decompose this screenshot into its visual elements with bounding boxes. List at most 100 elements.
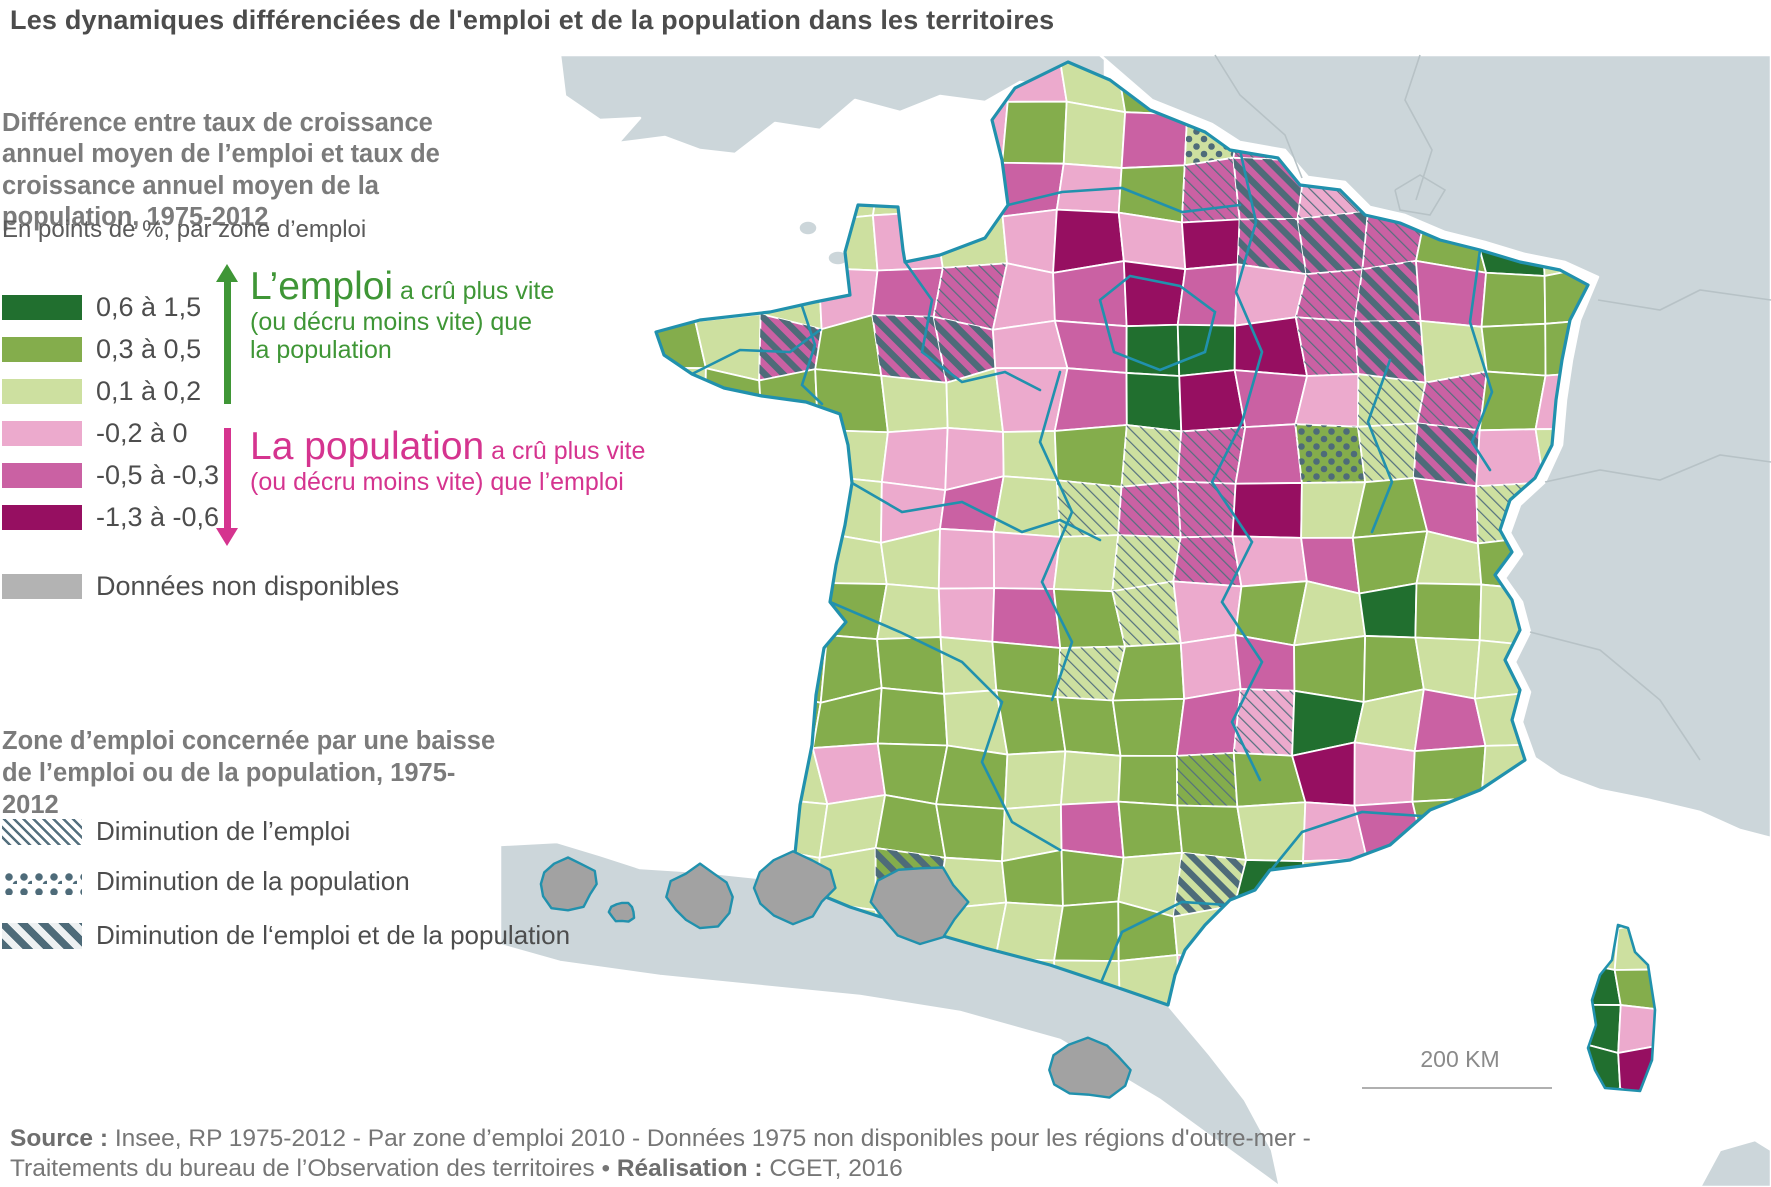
overseas-territory[interactable] — [752, 850, 837, 926]
map-zone-cell[interactable] — [758, 582, 829, 644]
map-zone-cell[interactable] — [937, 587, 996, 643]
map-zone-cell[interactable] — [1052, 260, 1128, 328]
map-zone-cell[interactable] — [1536, 913, 1602, 968]
map-zone-cell[interactable] — [1233, 316, 1308, 377]
map-zone-cell[interactable] — [1361, 850, 1425, 907]
map-zone-cell[interactable] — [1178, 369, 1247, 433]
map-zone-cell[interactable] — [935, 744, 1009, 810]
map-zone-cell[interactable] — [1060, 848, 1125, 907]
map-zone-cell[interactable] — [1181, 218, 1241, 271]
map-zone-cell[interactable] — [1125, 372, 1183, 433]
map-zone-cell[interactable] — [752, 208, 822, 274]
map-zone-cell[interactable] — [635, 207, 701, 275]
map-zone-cell[interactable] — [1480, 322, 1547, 377]
map-zone-cell[interactable] — [1617, 1004, 1661, 1054]
map-zone-cell[interactable] — [633, 156, 701, 219]
map-zone-cell[interactable] — [1474, 851, 1543, 917]
map-zone-cell[interactable] — [1172, 580, 1243, 645]
map-zone-cell[interactable] — [817, 429, 889, 483]
map-zone-cell[interactable] — [1176, 954, 1237, 1016]
map-zone-cell[interactable] — [1414, 582, 1483, 642]
map-zone-cell[interactable] — [1060, 800, 1125, 859]
map-zone-cell[interactable] — [1480, 743, 1540, 808]
map-zone-cell[interactable] — [1411, 797, 1487, 854]
map-zone-cell[interactable] — [1053, 900, 1120, 962]
map-zone-cell[interactable] — [939, 636, 998, 695]
map-zone-cell[interactable] — [696, 208, 766, 274]
map-zone-cell[interactable] — [703, 423, 764, 490]
map-zone-cell[interactable] — [643, 800, 700, 861]
map-zone-cell[interactable] — [1302, 858, 1368, 917]
map-zone-cell[interactable] — [1053, 367, 1128, 432]
map-zone-cell[interactable] — [696, 156, 766, 219]
map-zone-cell[interactable] — [759, 530, 829, 596]
map-zone-cell[interactable] — [1117, 800, 1183, 859]
map-zone-cell[interactable] — [759, 425, 827, 485]
map-zone-cell[interactable] — [1003, 750, 1067, 810]
map-zone-cell[interactable] — [1294, 373, 1360, 428]
map-zone-cell[interactable] — [1480, 797, 1537, 860]
map-zone-cell[interactable] — [1117, 211, 1187, 271]
overseas-territory[interactable] — [607, 901, 636, 923]
map-zone-cell[interactable] — [1060, 750, 1122, 806]
overseas-territory[interactable] — [869, 866, 970, 946]
map-zone-cell[interactable] — [1002, 430, 1058, 482]
map-zone-cell[interactable] — [1122, 260, 1187, 328]
map-zone-cell[interactable] — [1354, 958, 1424, 1014]
map-zone-cell[interactable] — [1416, 850, 1487, 908]
map-zone-cell[interactable] — [1052, 534, 1120, 593]
map-zone-cell[interactable] — [814, 368, 889, 434]
map-zone-cell[interactable] — [1056, 696, 1122, 757]
map-zone-cell[interactable] — [1578, 1003, 1622, 1054]
map-zone-cell[interactable] — [698, 745, 766, 806]
map-zone-cell[interactable] — [698, 528, 762, 596]
map-zone-cell[interactable] — [874, 794, 947, 859]
overseas-territory[interactable] — [665, 862, 734, 930]
map-zone-cell[interactable] — [1358, 582, 1418, 639]
map-zone-cell[interactable] — [698, 482, 762, 537]
map-zone-cell[interactable] — [992, 475, 1061, 538]
map-zone-cell[interactable] — [932, 154, 1004, 218]
map-zone-cell[interactable] — [1477, 965, 1539, 1023]
map-zone-cell[interactable] — [1111, 642, 1186, 702]
map-zone-cell[interactable] — [819, 166, 882, 222]
map-zone-cell[interactable] — [635, 636, 700, 696]
map-zone-cell[interactable] — [1117, 754, 1179, 807]
map-zone-cell[interactable] — [1534, 799, 1603, 860]
map-zone-cell[interactable] — [1534, 849, 1603, 917]
map-zone-cell[interactable] — [635, 690, 705, 755]
map-zone-cell[interactable] — [1176, 263, 1239, 327]
map-zone-cell[interactable] — [880, 427, 949, 492]
map-zone-cell[interactable] — [1053, 424, 1128, 488]
map-zone-cell[interactable] — [1001, 161, 1065, 218]
map-zone-cell[interactable] — [1412, 962, 1485, 1014]
map-zone-cell[interactable] — [1474, 905, 1543, 969]
map-zone-cell[interactable] — [1111, 697, 1186, 757]
map-zone-cell[interactable] — [696, 636, 765, 696]
map-zone-cell[interactable] — [995, 689, 1067, 756]
map-zone-cell[interactable] — [876, 583, 942, 641]
map-zone-cell[interactable] — [1353, 741, 1416, 807]
map-zone-cell[interactable] — [1531, 963, 1600, 1022]
map-zone-cell[interactable] — [1234, 423, 1303, 485]
map-zone-cell[interactable] — [935, 803, 1006, 863]
map-zone-cell[interactable] — [759, 475, 827, 537]
overseas-territory[interactable] — [539, 856, 598, 912]
map-zone-cell[interactable] — [1361, 904, 1419, 965]
map-zone-cell[interactable] — [880, 374, 949, 434]
map-zone-cell[interactable] — [876, 636, 945, 695]
map-zone-cell[interactable] — [634, 528, 701, 588]
map-zone-cell[interactable] — [696, 586, 762, 644]
overseas-territory[interactable] — [1048, 1036, 1132, 1099]
map-zone-cell[interactable] — [697, 797, 768, 859]
map-zone-cell[interactable] — [1236, 801, 1307, 863]
map-zone-cell[interactable] — [1176, 804, 1248, 861]
map-zone-cell[interactable] — [1480, 271, 1547, 328]
map-zone-cell[interactable] — [991, 640, 1062, 699]
map-zone-cell[interactable] — [1233, 904, 1308, 966]
map-zone-cell[interactable] — [1001, 100, 1068, 165]
map-zone-cell[interactable] — [1233, 958, 1299, 1019]
map-zone-cell[interactable] — [634, 583, 701, 646]
map-zone-cell[interactable] — [1234, 634, 1296, 692]
map-zone-cell[interactable] — [763, 161, 825, 222]
